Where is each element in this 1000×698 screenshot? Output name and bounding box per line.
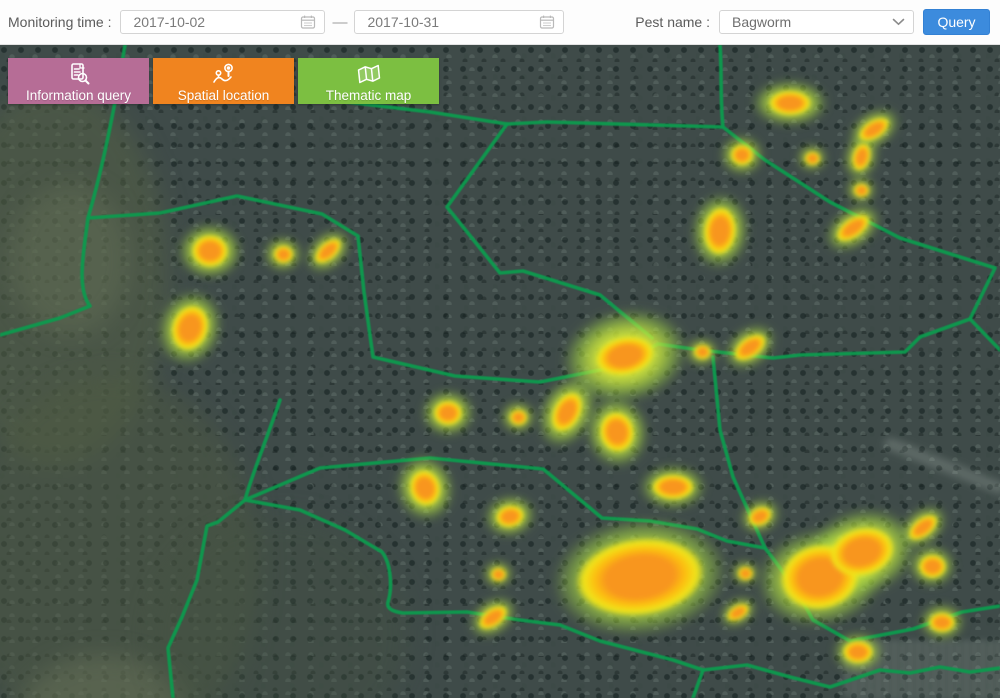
heat-core <box>804 151 820 165</box>
document-search-icon <box>66 62 92 86</box>
query-toolbar: Monitoring time : 2017-10-02 — 2017-10-3… <box>0 0 1000 45</box>
query-button[interactable]: Query <box>923 9 990 35</box>
heat-core <box>843 641 873 663</box>
pest-name-label: Pest name : <box>635 14 710 30</box>
heat-core <box>853 183 869 197</box>
date-to-value: 2017-10-31 <box>367 14 440 30</box>
calendar-icon[interactable] <box>300 14 316 30</box>
heat-core <box>273 245 293 263</box>
pest-name-value: Bagworm <box>732 14 792 30</box>
boundary-line <box>86 194 972 384</box>
boundary-line <box>718 45 725 129</box>
tool-label: Thematic map <box>325 87 412 103</box>
pest-heatmap-canvas[interactable]: Information query Spatial location T <box>0 45 1000 698</box>
boundary-line <box>968 317 1000 352</box>
calendar-icon[interactable] <box>539 14 555 30</box>
forest-patch <box>10 185 130 335</box>
heat-core <box>929 612 955 632</box>
forest-patch <box>150 515 410 698</box>
date-from-value: 2017-10-02 <box>133 14 206 30</box>
pest-name-group: Pest name : Bagworm Query <box>635 9 990 35</box>
heat-core <box>918 554 946 578</box>
information-query-button[interactable]: Information query <box>8 58 149 104</box>
heat-core <box>737 566 753 580</box>
heat-core <box>490 567 506 581</box>
boundary-line <box>691 668 705 698</box>
date-from-input[interactable]: 2017-10-02 <box>120 10 326 34</box>
boundary-line <box>166 398 282 698</box>
chevron-down-icon <box>892 18 905 26</box>
heat-core <box>652 475 694 499</box>
map-pin-icon <box>210 62 238 86</box>
monitoring-time-label: Monitoring time : <box>8 14 112 30</box>
heat-core <box>509 409 527 425</box>
map-tools: Information query Spatial location T <box>8 58 443 104</box>
boundary-line <box>243 498 1000 689</box>
pest-name-select[interactable]: Bagworm <box>719 10 914 34</box>
tool-label: Spatial location <box>177 87 270 103</box>
spatial-location-button[interactable]: Spatial location <box>153 58 294 104</box>
heat-layer <box>0 45 1000 698</box>
date-to-input[interactable]: 2017-10-31 <box>354 10 565 34</box>
heat-core <box>434 401 462 425</box>
tool-label: Information query <box>25 87 132 103</box>
heat-core <box>769 91 811 115</box>
folded-map-icon <box>355 62 383 86</box>
heat-core <box>192 235 228 267</box>
thematic-map-button[interactable]: Thematic map <box>298 58 439 104</box>
heat-core <box>693 345 711 359</box>
date-range-separator: — <box>332 13 348 31</box>
heat-core <box>731 145 753 165</box>
